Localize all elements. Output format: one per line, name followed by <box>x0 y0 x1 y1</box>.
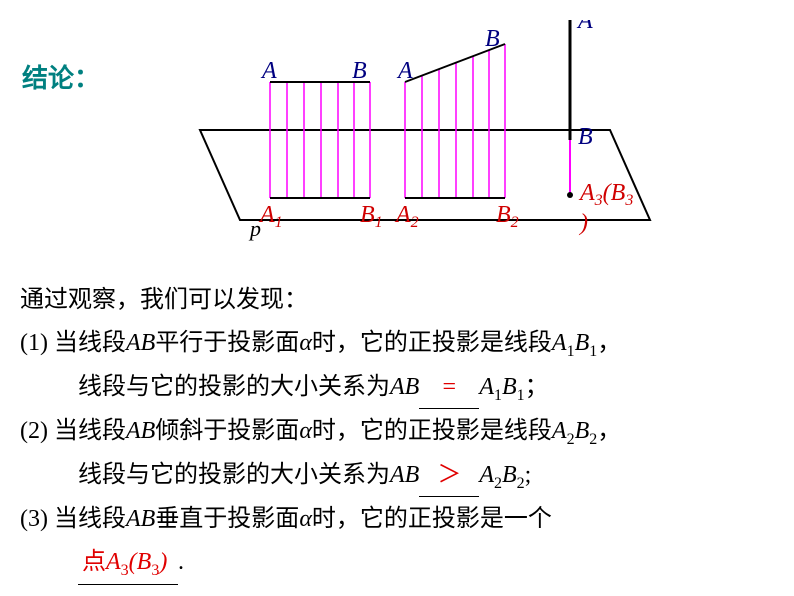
svg-text:B2: B2 <box>496 202 519 231</box>
conclusion-title: 结论： <box>22 58 100 95</box>
answer-eq: = <box>443 374 457 400</box>
item1-line1: (1) 当线段AB平行于投影面α时，它的正投影是线段A1B1， <box>20 323 780 365</box>
svg-text:A: A <box>396 58 413 84</box>
answer-point: 点A3(B3) <box>82 549 167 575</box>
svg-text:A3(B3: A3(B3 <box>578 180 633 209</box>
intro-line: 通过观察，我们可以发现： <box>20 280 780 321</box>
svg-text:B: B <box>352 58 367 84</box>
item2-line1: (2) 当线段AB倾斜于投影面α时，它的正投影是线段A2B2， <box>20 411 780 453</box>
projection-diagram: p A B A1 B1 A B A2 B2 A B <box>160 20 680 280</box>
item3-line2: 点A3(B3). <box>20 542 780 585</box>
svg-text:): ) <box>578 210 588 236</box>
item2-line2: 线段与它的投影的大小关系为AB＞A2B2; <box>20 455 780 497</box>
case3: A B A3(B3 ) <box>567 20 633 236</box>
svg-text:B: B <box>578 124 593 150</box>
svg-text:A: A <box>260 58 277 84</box>
case1: A B A1 B1 <box>258 58 383 231</box>
svg-text:A: A <box>576 20 593 34</box>
svg-text:A2: A2 <box>394 202 419 231</box>
content-body: 通过观察，我们可以发现： (1) 当线段AB平行于投影面α时，它的正投影是线段A… <box>20 280 780 587</box>
item3-line1: (3) 当线段AB垂直于投影面α时，它的正投影是一个 <box>20 499 780 540</box>
svg-text:B1: B1 <box>360 202 383 231</box>
svg-text:A1: A1 <box>258 202 283 231</box>
svg-text:B: B <box>485 26 500 52</box>
case2: A B A2 B2 <box>394 26 519 231</box>
item1-line2: 线段与它的投影的大小关系为AB=A1B1； <box>20 367 780 409</box>
answer-gt: ＞ <box>437 462 461 488</box>
